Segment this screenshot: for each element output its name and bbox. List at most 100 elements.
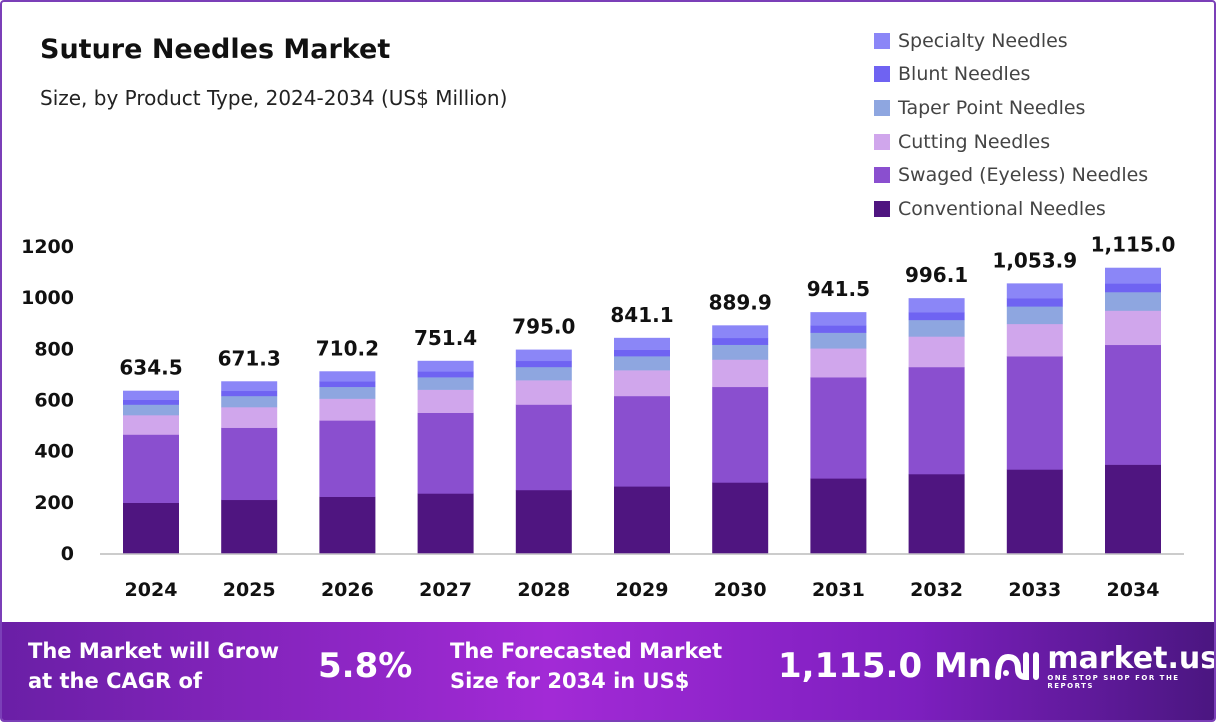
bar-segment	[319, 496, 376, 554]
legend-item: Swaged (Eyeless) Needles	[874, 158, 1148, 192]
legend-item: Taper Point Needles	[874, 91, 1148, 125]
bar-segment	[515, 380, 572, 405]
brand-tagline: ONE STOP SHOP FOR THE REPORTS	[1047, 674, 1180, 690]
bar-segment	[908, 336, 965, 368]
total-label: 710.2	[316, 336, 379, 360]
bar-segment	[515, 366, 572, 381]
bar-segment	[810, 478, 867, 554]
legend-item: Specialty Needles	[874, 24, 1148, 58]
bar-stack	[319, 371, 376, 554]
bar-segment	[221, 499, 278, 554]
legend-label: Swaged (Eyeless) Needles	[898, 164, 1149, 187]
bar-segment	[515, 360, 572, 368]
bar-segment	[1006, 469, 1063, 554]
x-tick-label: 2031	[812, 579, 865, 601]
bar-stack	[221, 381, 278, 554]
bar-segment	[712, 344, 769, 360]
brand-logo: market.us ONE STOP SHOP FOR THE REPORTS	[992, 641, 1216, 690]
bar-stack	[614, 337, 670, 554]
legend-item: Blunt Needles	[874, 58, 1148, 92]
bar-segment	[123, 434, 179, 503]
bar-segment	[810, 325, 867, 333]
bar-segment	[319, 420, 376, 497]
bar-segment	[1006, 323, 1063, 357]
bar-segment	[123, 404, 179, 416]
total-label: 941.5	[807, 277, 870, 301]
legend-item: Cutting Needles	[874, 125, 1148, 159]
bar-segment	[614, 337, 670, 350]
x-tick-label: 2024	[125, 579, 178, 601]
bar-segment	[1006, 298, 1063, 307]
x-tick-label: 2025	[223, 579, 276, 601]
bar-segment	[908, 473, 965, 554]
bar-stack	[1006, 283, 1063, 554]
bar-segment	[1105, 283, 1161, 293]
legend-swatch	[874, 167, 890, 184]
market-us-logo-icon	[995, 652, 1039, 681]
legend-label: Specialty Needles	[898, 29, 1068, 52]
x-tick-label: 2029	[616, 579, 669, 601]
bar-segment	[1105, 344, 1161, 465]
forecast-label-line1: The Forecasted Market	[450, 639, 723, 663]
forecast-value: 1,115.0 Mn	[778, 646, 992, 686]
chart-subtitle: Size, by Product Type, 2024-2034 (US$ Mi…	[40, 86, 508, 110]
bar-segment	[221, 381, 278, 392]
x-tick-label: 2028	[517, 579, 570, 601]
bar-segment	[1105, 291, 1161, 311]
bar-segment	[1105, 267, 1161, 284]
bar-segment	[614, 395, 670, 487]
total-label: 841.1	[610, 303, 673, 327]
bar-stack	[1105, 267, 1161, 554]
bar-segment	[810, 332, 867, 349]
bar-stack	[908, 298, 965, 554]
x-tick-label: 2027	[419, 579, 472, 601]
bar-segment	[417, 360, 474, 372]
bar-segment	[515, 404, 572, 491]
bar-segment	[908, 312, 965, 321]
y-tick-label: 1200	[21, 236, 74, 258]
legend-swatch	[874, 99, 890, 116]
total-label: 671.3	[218, 346, 281, 370]
total-label: 996.1	[905, 263, 968, 287]
bar-segment	[614, 370, 670, 397]
bar-segment	[1006, 306, 1063, 325]
bar-segment	[810, 377, 867, 479]
brand-name: market.us	[1047, 641, 1216, 676]
bar-segment	[417, 371, 474, 378]
bar-stack	[417, 360, 474, 554]
x-tick-label: 2033	[1008, 579, 1061, 601]
bar-segment	[712, 337, 769, 345]
bar-segment	[908, 366, 965, 475]
bar-segment	[319, 371, 376, 382]
bar-segment	[614, 486, 670, 554]
bar-segment	[712, 386, 769, 483]
y-tick-label: 200	[34, 492, 74, 514]
bar-segment	[417, 493, 474, 554]
bar-segment	[319, 381, 376, 388]
bar-segment	[123, 415, 179, 435]
total-label: 1,115.0	[1091, 233, 1176, 257]
bar-stack	[123, 390, 179, 554]
bar-segment	[515, 489, 572, 554]
bar-segment	[417, 377, 474, 390]
bar-segment	[1006, 283, 1063, 299]
total-label: 889.9	[709, 290, 772, 314]
legend-swatch	[874, 200, 890, 217]
bar-segment	[221, 395, 278, 408]
y-tick-label: 400	[34, 441, 74, 463]
bar-stack	[515, 349, 572, 554]
legend-swatch	[874, 32, 890, 49]
bar-segment	[810, 348, 867, 378]
bar-segment	[515, 349, 572, 362]
forecast-label-line2: Size for 2034 in US$	[450, 669, 690, 693]
total-label: 1,053.9	[992, 248, 1077, 272]
total-label: 795.0	[512, 315, 575, 339]
bar-segment	[908, 319, 965, 337]
chart-title: Suture Needles Market	[40, 34, 391, 65]
bar-segment	[319, 398, 376, 421]
bar-segment	[614, 349, 670, 357]
bar-segment	[319, 386, 376, 399]
legend-label: Blunt Needles	[898, 63, 1031, 86]
bar-stack	[810, 312, 867, 554]
